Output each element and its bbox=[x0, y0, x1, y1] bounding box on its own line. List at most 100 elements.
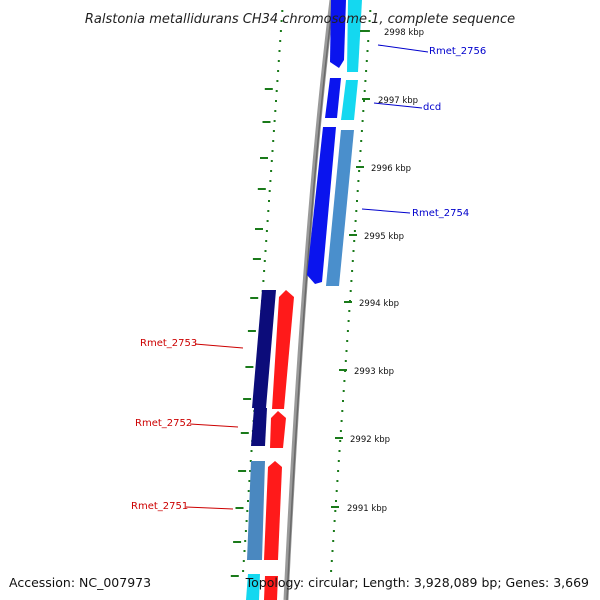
track-dot bbox=[245, 520, 248, 522]
track-dot bbox=[270, 160, 273, 162]
gene-rmet-2751-reverse[interactable] bbox=[247, 461, 282, 560]
track-dot bbox=[342, 390, 345, 392]
track-dot bbox=[246, 510, 249, 512]
gene-partial-bottom[interactable] bbox=[246, 574, 278, 600]
track-dot bbox=[338, 450, 341, 452]
feature-tick bbox=[252, 258, 261, 260]
label-leader-line bbox=[194, 343, 244, 349]
track-dot bbox=[355, 210, 358, 212]
feature-tick bbox=[233, 541, 242, 543]
track-dot bbox=[336, 480, 339, 482]
feature-tick bbox=[235, 507, 244, 509]
track-dot bbox=[249, 470, 252, 472]
track-dot bbox=[277, 60, 280, 62]
track-dot bbox=[353, 230, 356, 232]
gene-rmet-2753-reverse[interactable] bbox=[252, 290, 294, 409]
track-dot bbox=[263, 270, 266, 272]
track-dot bbox=[267, 210, 270, 212]
track-dot bbox=[268, 190, 271, 192]
kbp-tick bbox=[344, 301, 352, 303]
track-dot bbox=[277, 70, 280, 72]
track-dot bbox=[278, 50, 281, 52]
track-dot bbox=[369, 10, 372, 12]
kbp-tick bbox=[356, 166, 364, 168]
kbp-label: 2998 kbp bbox=[360, 28, 424, 38]
track-dot bbox=[360, 130, 363, 132]
kbp-tick bbox=[339, 369, 347, 371]
track-dot bbox=[367, 40, 370, 42]
track-dot bbox=[365, 70, 368, 72]
chromosome-backbone-shade bbox=[286, 0, 334, 600]
track-dot bbox=[340, 420, 343, 422]
track-dot bbox=[348, 310, 351, 312]
gene-label-rmet-2751[interactable]: Rmet_2751 bbox=[131, 501, 234, 512]
feature-tick bbox=[230, 575, 239, 577]
gene-rmet-2756-forward[interactable] bbox=[330, 0, 362, 72]
track-dot bbox=[264, 250, 267, 252]
kbp-text: 2997 kbp bbox=[378, 96, 418, 106]
track-dot bbox=[269, 180, 272, 182]
kbp-label: 2997 kbp bbox=[362, 96, 418, 106]
track-dot bbox=[357, 180, 360, 182]
track-dot bbox=[271, 150, 274, 152]
gene-label-text: Rmet_2753 bbox=[140, 338, 197, 349]
track-dot bbox=[242, 560, 245, 562]
kbp-tick bbox=[331, 506, 339, 508]
gene-arrow-inner bbox=[347, 0, 362, 72]
track-dot bbox=[330, 560, 333, 562]
kbp-label: 2995 kbp bbox=[349, 232, 404, 242]
feature-tick bbox=[257, 188, 266, 190]
track-dot bbox=[272, 130, 275, 132]
track-dot bbox=[366, 50, 369, 52]
label-leader-line bbox=[373, 102, 423, 109]
track-dot bbox=[244, 530, 247, 532]
kbp-label: 2994 kbp bbox=[344, 299, 399, 309]
track-dot bbox=[342, 400, 344, 402]
track-dot bbox=[270, 170, 273, 172]
track-dot bbox=[341, 410, 344, 412]
feature-tick bbox=[260, 157, 268, 159]
track-dot bbox=[272, 140, 275, 142]
track-dot bbox=[363, 100, 365, 102]
track-dot bbox=[266, 220, 269, 222]
track-dot bbox=[332, 540, 335, 542]
feature-tick bbox=[250, 297, 259, 299]
track-dot bbox=[262, 280, 265, 282]
gene-rmet-2754-forward[interactable] bbox=[307, 127, 354, 286]
gene-arrow-outer bbox=[307, 127, 336, 284]
kbp-label: 2993 kbp bbox=[339, 367, 394, 377]
kbp-tick bbox=[362, 98, 370, 100]
track-dot bbox=[280, 20, 283, 22]
gene-arrow-outer bbox=[325, 78, 341, 118]
track-dot bbox=[368, 20, 371, 22]
gene-rmet-2752-reverse[interactable] bbox=[251, 408, 286, 448]
track-dot bbox=[276, 80, 279, 82]
kbp-label: 2992 kbp bbox=[335, 435, 390, 445]
topology-text: Topology: circular; Length: 3,928,089 bp… bbox=[245, 575, 589, 590]
track-dot bbox=[351, 270, 354, 272]
track-dot bbox=[364, 80, 367, 82]
track-dot bbox=[345, 350, 348, 352]
label-leader-line bbox=[361, 208, 411, 214]
track-dot bbox=[361, 120, 364, 122]
gene-label-rmet-2752[interactable]: Rmet_2752 bbox=[135, 418, 239, 429]
gene-label-dcd[interactable]: dcd bbox=[373, 102, 441, 113]
gene-label-rmet-2754[interactable]: Rmet_2754 bbox=[361, 208, 469, 219]
track-dot bbox=[335, 490, 338, 492]
track-dot bbox=[337, 460, 340, 462]
gene-label-rmet-2753[interactable]: Rmet_2753 bbox=[140, 338, 244, 349]
track-dot bbox=[265, 240, 268, 242]
track-dot bbox=[279, 40, 282, 42]
track-dot bbox=[335, 500, 337, 502]
gene-dcd-forward[interactable] bbox=[325, 78, 358, 120]
track-dot bbox=[358, 160, 361, 162]
feature-tick bbox=[243, 398, 252, 400]
track-dot bbox=[279, 30, 282, 32]
track-dot bbox=[337, 470, 340, 472]
gene-arrow-inner bbox=[264, 576, 278, 600]
gene-label-rmet-2756[interactable]: Rmet_2756 bbox=[377, 44, 486, 57]
track-dot bbox=[265, 230, 268, 232]
feature-tick bbox=[245, 366, 254, 368]
feature-tick bbox=[262, 121, 271, 123]
gene-arrow-inner bbox=[270, 411, 286, 448]
